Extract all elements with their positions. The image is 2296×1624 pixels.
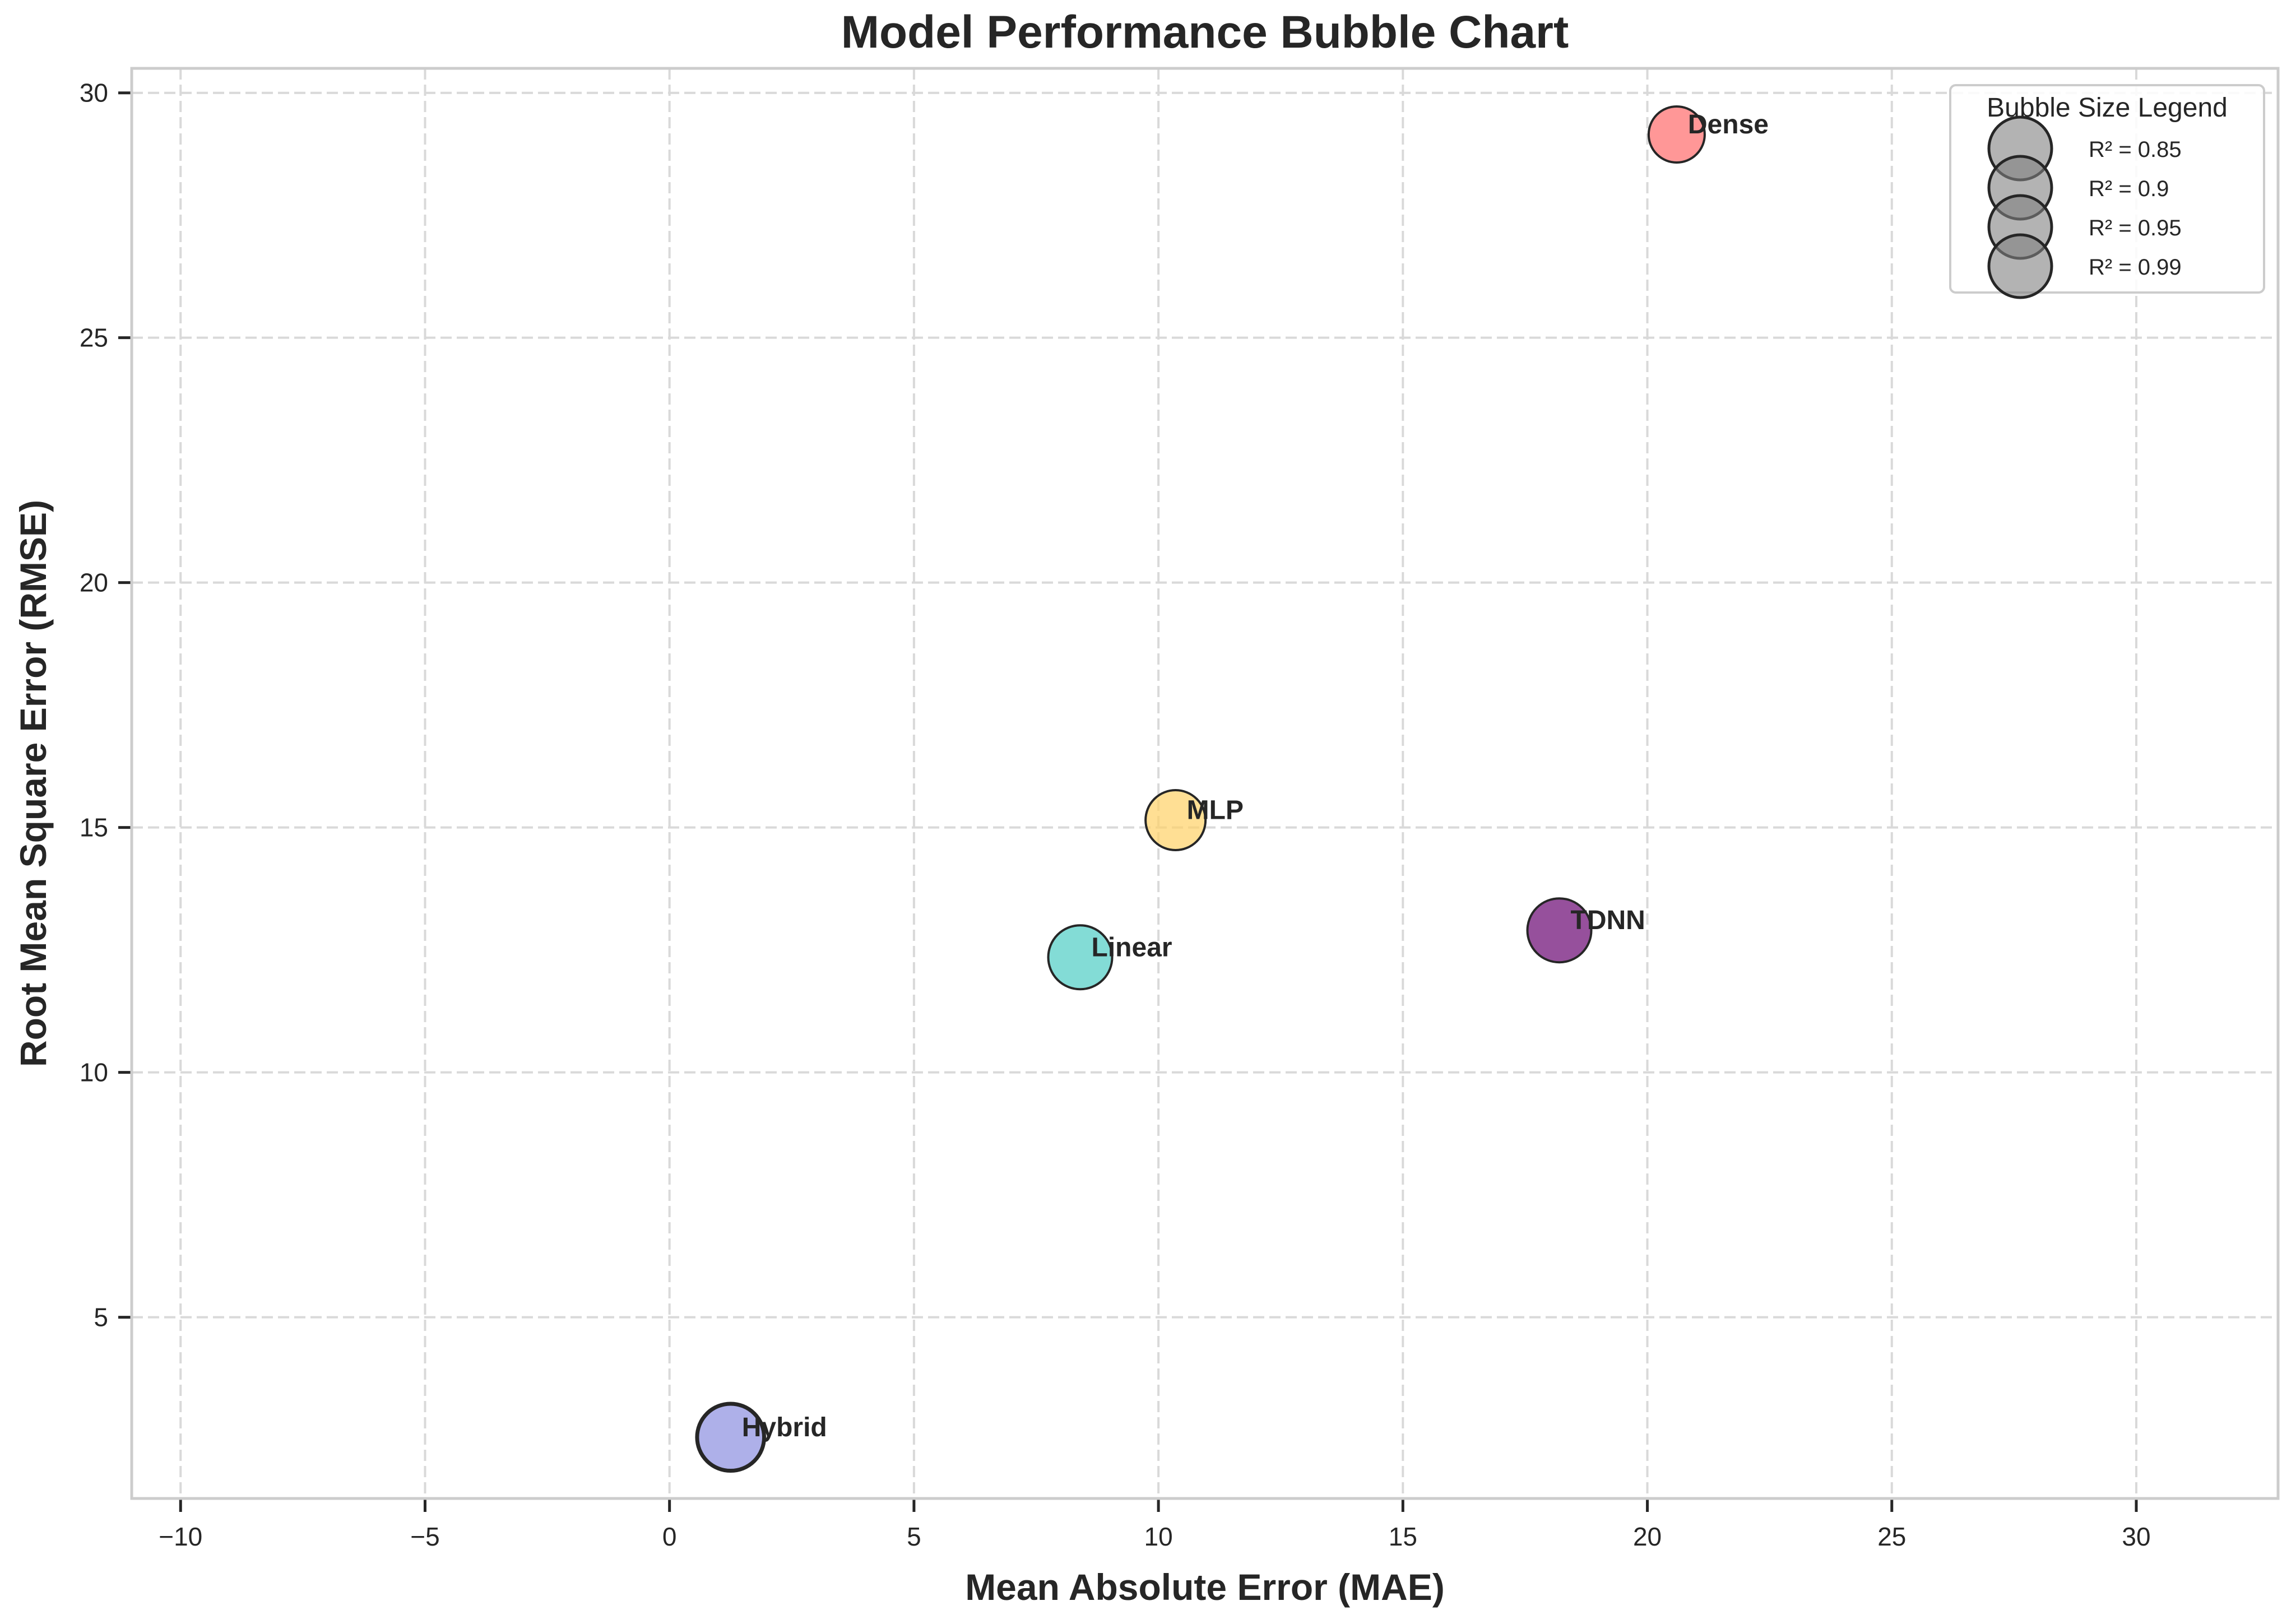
- axis-ticks: −10 −5 0 5 10 15 20 25 30 5 10 15 20 25 30: [80, 78, 2151, 1551]
- x-tick-label: 5: [907, 1522, 921, 1551]
- x-tick-label: −10: [159, 1522, 202, 1551]
- bubble-mlp: [1144, 789, 1207, 852]
- y-tick-label: 5: [94, 1303, 108, 1332]
- legend-marker: [1987, 233, 2053, 299]
- y-axis-label: Root Mean Square Error (RMSE): [12, 500, 54, 1067]
- x-tick-label: 25: [1877, 1522, 1906, 1551]
- bubble-linear: [1047, 924, 1114, 991]
- bubble-hybrid: [695, 1402, 767, 1473]
- x-tick-label: 30: [2122, 1522, 2150, 1551]
- y-tick-label: 25: [80, 323, 108, 352]
- point-label: TDNN: [1571, 906, 1645, 935]
- bubble-tdnn: [1526, 897, 1593, 964]
- x-tick-label: 0: [662, 1522, 677, 1551]
- point-label: Linear: [1092, 932, 1172, 962]
- x-tick-label: 15: [1389, 1522, 1417, 1551]
- point-label: Hybrid: [742, 1413, 827, 1442]
- point-label: MLP: [1187, 796, 1244, 825]
- y-tick-label: 15: [80, 813, 108, 842]
- bubble-dense: [1647, 105, 1706, 164]
- grid-lines: [132, 68, 2278, 1498]
- legend-entry-label: R² = 0.99: [2089, 255, 2182, 280]
- y-tick-label: 20: [80, 568, 108, 597]
- plot-frame: [130, 67, 2280, 1500]
- plot-area: [132, 68, 2278, 1498]
- x-axis-label: Mean Absolute Error (MAE): [965, 1566, 1445, 1608]
- chart-title: Model Performance Bubble Chart: [841, 7, 1569, 58]
- y-tick-label: 30: [80, 78, 108, 108]
- x-tick-label: −5: [410, 1522, 439, 1551]
- point-label: Dense: [1688, 110, 1769, 140]
- x-tick-label: 20: [1633, 1522, 1662, 1551]
- legend-entry-label: R² = 0.95: [2089, 216, 2182, 240]
- y-tick-label: 10: [80, 1058, 108, 1087]
- legend-entry-label: R² = 0.9: [2089, 177, 2169, 201]
- legend-entries: R² = 0.85 R² = 0.9 R² = 0.95 R² = 0.99: [1987, 115, 2182, 299]
- data-points: Dense MLP TDNN Linear Hybrid: [695, 105, 1769, 1473]
- x-tick-label: 10: [1144, 1522, 1173, 1551]
- legend-entry-label: R² = 0.85: [2089, 137, 2182, 162]
